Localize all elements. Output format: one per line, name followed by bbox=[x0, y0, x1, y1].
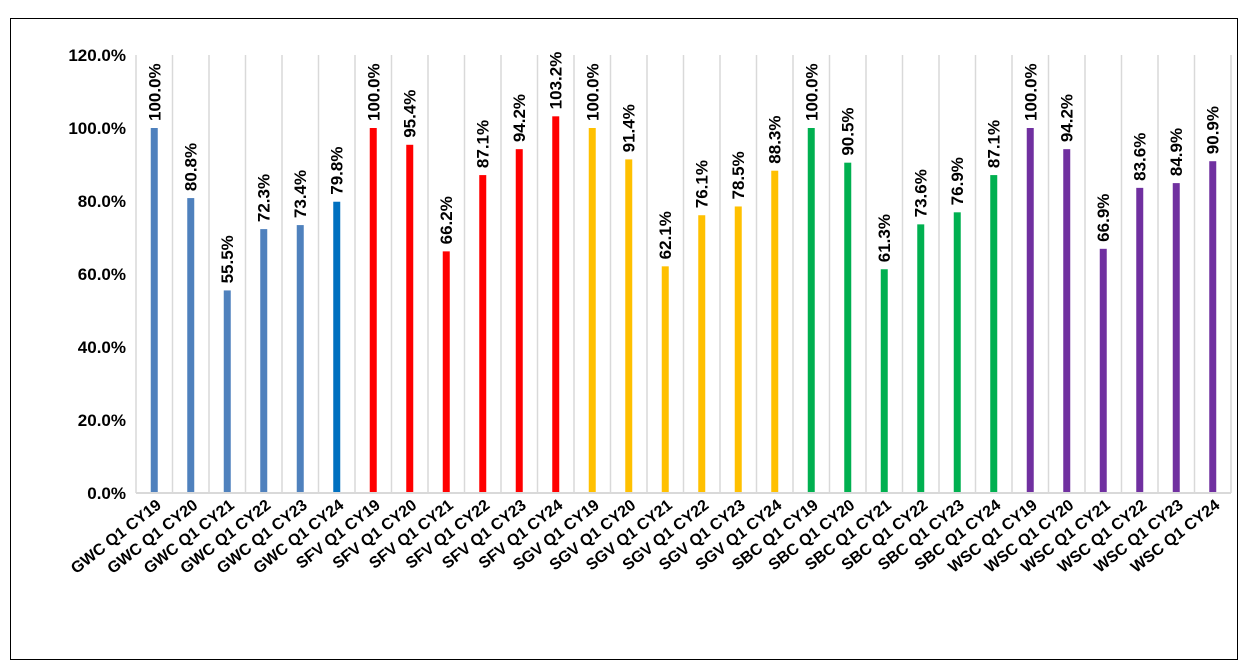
bar bbox=[552, 116, 560, 493]
bar bbox=[990, 175, 998, 493]
data-label: 94.2% bbox=[510, 94, 529, 142]
data-label: 91.4% bbox=[620, 104, 639, 152]
data-label: 88.3% bbox=[766, 116, 785, 164]
bar bbox=[479, 175, 487, 493]
data-labels: 100.0% 80.8% 55.5% 72.3% 73.4% 79.8% 100.0% 95.… bbox=[145, 52, 1223, 284]
bar bbox=[734, 206, 742, 493]
bar bbox=[661, 266, 669, 493]
bar bbox=[771, 170, 779, 493]
bars bbox=[150, 116, 1217, 494]
data-label: 87.1% bbox=[985, 120, 1004, 168]
bar bbox=[406, 144, 414, 493]
bar bbox=[625, 159, 633, 493]
bar bbox=[1026, 128, 1034, 493]
bar bbox=[1172, 183, 1180, 494]
y-tick-label: 100.0% bbox=[68, 119, 126, 138]
data-label: 95.4% bbox=[401, 90, 420, 138]
gridlines bbox=[171, 55, 1232, 493]
y-tick-label: 0.0% bbox=[87, 484, 126, 503]
data-label: 73.4% bbox=[291, 170, 310, 218]
bar-chart: 0.0% 20.0% 40.0% 60.0% 80.0% 100.0% 120.0% 100… bbox=[68, 46, 1232, 577]
data-label: 76.9% bbox=[948, 157, 967, 205]
y-tick-label: 60.0% bbox=[78, 265, 126, 284]
bar bbox=[296, 225, 304, 493]
chart-frame: 0.0% 20.0% 40.0% 60.0% 80.0% 100.0% 120.0% 100… bbox=[10, 18, 1238, 660]
data-label: 76.1% bbox=[693, 160, 712, 208]
bar bbox=[807, 128, 815, 493]
bar bbox=[1136, 187, 1144, 494]
data-label: 100.0% bbox=[364, 63, 383, 121]
data-label: 84.9% bbox=[1167, 128, 1186, 176]
bar bbox=[223, 290, 231, 493]
bar bbox=[844, 162, 852, 494]
y-tick-label: 20.0% bbox=[78, 411, 126, 430]
y-tick-label: 80.0% bbox=[78, 192, 126, 211]
bar bbox=[588, 128, 596, 493]
bar bbox=[917, 224, 925, 494]
bar bbox=[880, 269, 888, 493]
data-label: 80.8% bbox=[182, 143, 201, 191]
bar bbox=[187, 198, 195, 493]
data-label: 61.3% bbox=[875, 214, 894, 262]
data-label: 66.2% bbox=[437, 196, 456, 244]
data-label: 79.8% bbox=[328, 147, 347, 195]
bar bbox=[260, 229, 268, 494]
data-label: 66.9% bbox=[1094, 194, 1113, 242]
data-label: 87.1% bbox=[474, 120, 493, 168]
bar bbox=[333, 201, 341, 494]
y-tick-label: 40.0% bbox=[78, 338, 126, 357]
data-label: 72.3% bbox=[255, 174, 274, 222]
top-caption bbox=[0, 0, 1241, 10]
bar bbox=[1099, 248, 1107, 493]
bar bbox=[369, 128, 377, 493]
y-axis: 0.0% 20.0% 40.0% 60.0% 80.0% 100.0% 120.0% bbox=[68, 46, 137, 503]
data-label: 55.5% bbox=[218, 235, 237, 283]
data-label: 83.6% bbox=[1131, 133, 1150, 181]
data-label: 100.0% bbox=[1021, 63, 1040, 121]
data-label: 78.5% bbox=[729, 151, 748, 199]
data-label: 100.0% bbox=[583, 63, 602, 121]
data-label: 90.9% bbox=[1204, 106, 1223, 154]
bar bbox=[1209, 161, 1217, 493]
bar bbox=[698, 215, 706, 494]
data-label: 90.5% bbox=[839, 107, 858, 155]
data-label: 62.1% bbox=[656, 211, 675, 259]
data-label: 73.6% bbox=[912, 169, 931, 217]
bar bbox=[953, 212, 961, 493]
bar bbox=[442, 251, 450, 493]
data-label: 103.2% bbox=[547, 52, 566, 110]
bar bbox=[1063, 149, 1071, 494]
data-label: 94.2% bbox=[1058, 94, 1077, 142]
data-label: 100.0% bbox=[802, 63, 821, 121]
bar bbox=[150, 128, 158, 493]
bar bbox=[515, 149, 523, 494]
data-label: 100.0% bbox=[145, 63, 164, 121]
y-tick-label: 120.0% bbox=[68, 46, 126, 65]
